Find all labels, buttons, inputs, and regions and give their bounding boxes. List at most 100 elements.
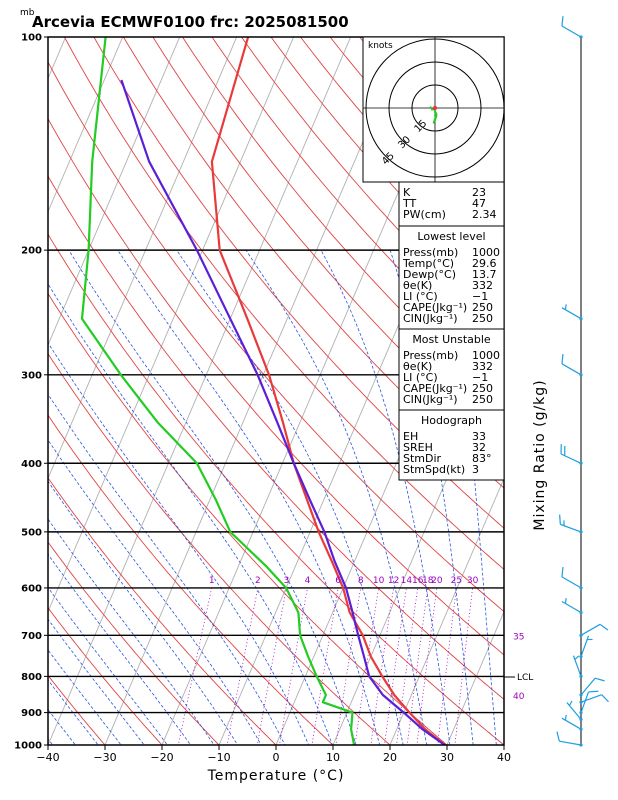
x-tick-label: 0: [273, 751, 280, 764]
index-value: 250: [472, 301, 493, 314]
isotherm: [555, 21, 618, 760]
dewpoint-profile: [80, 37, 356, 745]
wind-barb: [559, 514, 582, 533]
mixing-ratio-line: [226, 587, 259, 745]
dry-adiabat: [152, 37, 504, 450]
dry-adiabat: [48, 541, 220, 745]
pressure-tick-label: 1000: [14, 741, 42, 752]
x-axis-title: Temperature (°C): [207, 768, 345, 784]
x-tick-label: −40: [36, 751, 59, 764]
dry-adiabat: [48, 674, 106, 745]
index-value: 250: [472, 312, 493, 325]
isotherm: [48, 37, 124, 213]
wind-barb: [561, 16, 582, 38]
wind-barb: [580, 677, 605, 696]
mixing-ratio-label: 20: [431, 576, 443, 586]
mixing-ratio-label: 3: [284, 576, 290, 586]
mixing-ratio-label: 30: [467, 576, 479, 586]
isotherm: [104, 37, 409, 745]
index-value: 29.6: [472, 257, 497, 270]
index-label: CIN(Jkg⁻¹): [403, 393, 458, 406]
isotherm: [48, 37, 181, 347]
x-tick-label: 30: [440, 751, 454, 764]
pressure-tick-label: 300: [21, 370, 42, 381]
wind-barb: [561, 598, 582, 614]
index-section-heading: Most Unstable: [412, 333, 491, 346]
x-tick-label: 40: [497, 751, 511, 764]
pressure-tick-label: 900: [21, 708, 42, 719]
index-value: 2.34: [472, 208, 497, 221]
wind-barb: [580, 690, 599, 713]
mixing-ratio-line: [279, 587, 308, 745]
sounding-profiles: [80, 37, 446, 745]
pressure-tick-label: 600: [21, 583, 42, 594]
mixing-ratio-label: 6: [335, 576, 341, 586]
mixing-ratio-label: 18: [422, 576, 434, 586]
pressure-axis: 1000 900 800 700 600 500 400 300 200 100: [14, 33, 48, 752]
index-value: 332: [472, 360, 493, 373]
index-label: TT: [402, 197, 417, 210]
mixing-ratio-label: 2: [255, 576, 261, 586]
mixing-ratio-axis-title: Mixing Ratio (g/kg): [532, 379, 548, 530]
index-label: Press(mb): [403, 246, 458, 259]
dry-adiabat: [48, 477, 277, 745]
index-label: CIN(Jkg⁻¹): [403, 312, 458, 325]
index-label: Press(mb): [403, 349, 458, 362]
wind-barb: [572, 655, 582, 677]
mixing-ratio-line: [370, 587, 394, 745]
index-value: 332: [472, 279, 493, 292]
moist-adiabat: [48, 679, 99, 745]
x-tick-label: −10: [207, 751, 230, 764]
moist-adiabat: [48, 618, 145, 745]
index-label: θe(K): [403, 360, 432, 373]
wind-barb: [561, 304, 582, 320]
index-label: Temp(°C): [402, 257, 454, 270]
moist-adiabat: [48, 586, 168, 745]
dry-adiabat: [122, 37, 504, 489]
mixing-ratio-label: 16: [412, 576, 424, 586]
mixing-ratio-label: 8: [358, 576, 364, 586]
wind-barb-column: [556, 16, 609, 747]
mixing-ratio-label: 35: [513, 632, 524, 642]
index-label: PW(cm): [403, 208, 446, 221]
x-tick-label: −20: [150, 751, 173, 764]
index-label: EH: [403, 430, 418, 443]
background-lines: [0, 21, 618, 760]
index-value: 250: [472, 382, 493, 395]
index-value: 32: [472, 441, 486, 454]
parcel-profile: [120, 79, 446, 745]
index-value: 250: [472, 393, 493, 406]
index-label: StmDir: [403, 452, 442, 465]
wind-barb-origin: [579, 743, 583, 747]
index-value: 33: [472, 430, 486, 443]
dry-adiabat: [48, 607, 163, 745]
wind-barb: [561, 714, 582, 730]
x-tick-label: −30: [93, 751, 116, 764]
moist-adiabat: [320, 249, 451, 745]
index-value: 13.7: [472, 268, 497, 281]
isotherm: [389, 477, 504, 745]
mixing-ratio-line: [384, 587, 407, 745]
isotherm: [0, 21, 15, 760]
index-label: CAPE(Jkg⁻¹): [403, 301, 467, 314]
mixing-ratio-line: [256, 587, 287, 745]
index-panel: K 23 TT 47 PW(cm) 2.34 Lowest level Press(mb) 10…: [398, 181, 505, 481]
pressure-tick-label: 200: [21, 246, 42, 257]
index-section-heading: Lowest level: [417, 230, 485, 243]
wind-barb: [580, 635, 593, 657]
index-value: 83°: [472, 452, 492, 465]
dry-adiabat: [48, 414, 334, 745]
wind-barb: [580, 694, 609, 703]
index-label: Dewp(°C): [403, 268, 456, 281]
index-value: 1000: [472, 246, 500, 259]
wind-barb: [560, 444, 582, 464]
mixing-ratio-line: [354, 587, 379, 745]
index-label: CAPE(Jkg⁻¹): [403, 382, 467, 395]
isotherm: [48, 37, 67, 80]
index-label: SREH: [403, 441, 433, 454]
mixing-ratio-label: 4: [305, 576, 311, 586]
isotherm: [612, 21, 618, 760]
dry-adiabat: [48, 175, 504, 700]
mixing-ratio-label: 1: [209, 576, 215, 586]
